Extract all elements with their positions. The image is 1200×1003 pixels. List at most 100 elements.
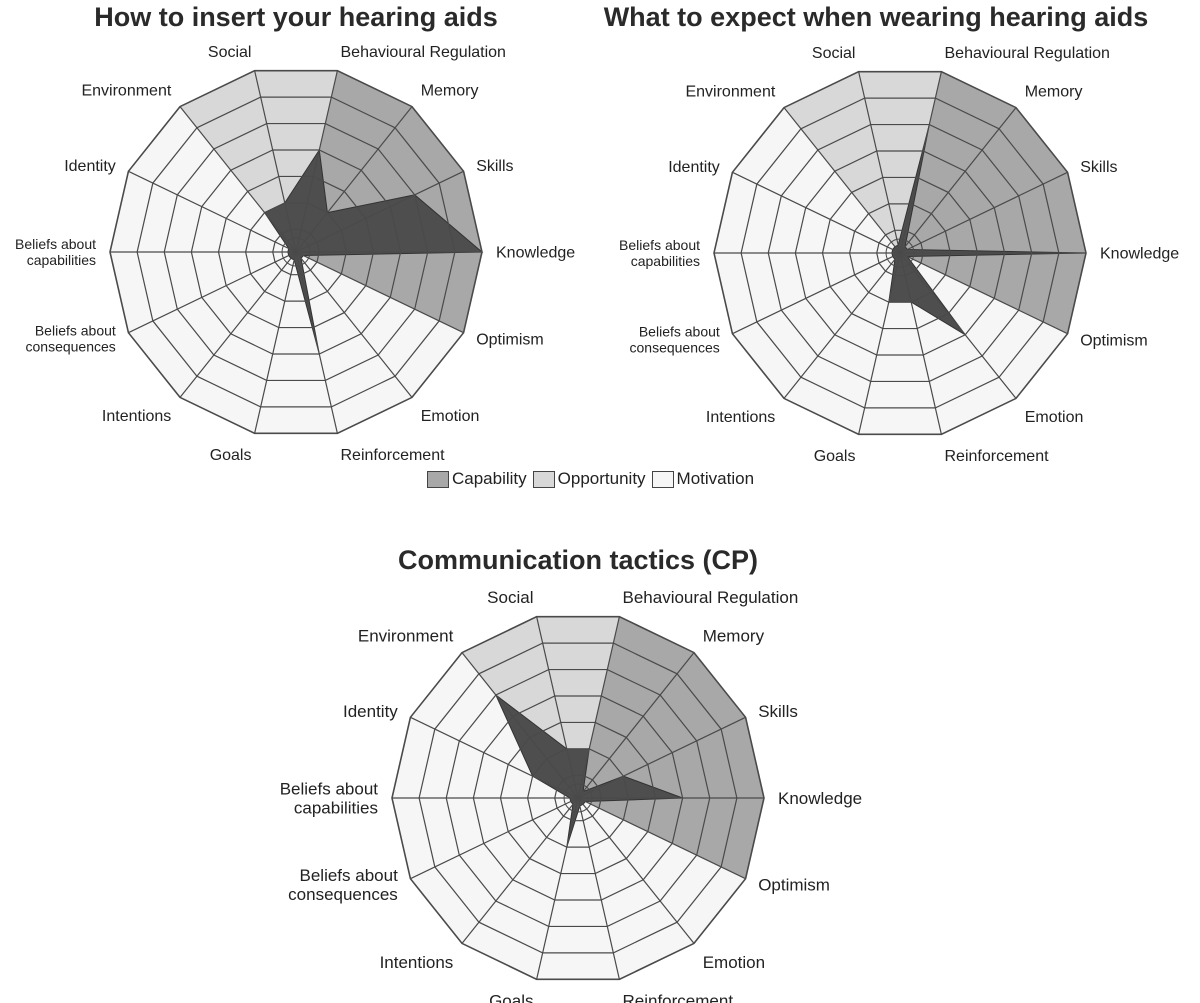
legend-item-opportunity: Opportunity: [532, 469, 646, 489]
grid-spoke: [858, 71, 901, 254]
legend-swatch-capability: [427, 470, 449, 488]
grid-spoke: [577, 797, 620, 980]
axis-label-emotion: Emotion: [703, 953, 765, 972]
grid-spoke: [295, 251, 464, 334]
sector-motivation: [296, 252, 464, 398]
grid-spoke: [536, 797, 579, 980]
axis-label-skills: Skills: [758, 702, 798, 721]
sector-capability: [296, 252, 482, 333]
grid-spoke: [899, 252, 1068, 335]
sector-capability: [900, 107, 1068, 253]
grid-spoke: [254, 70, 297, 253]
grid-spoke: [410, 716, 579, 799]
axis-label-goals: Goals: [489, 992, 533, 1003]
axis-label-reinforcement: Reinforcement: [623, 992, 734, 1003]
sector-capability: [578, 652, 746, 798]
axis-label-goals: Goals: [210, 447, 252, 464]
chart-title-communication-tactics: Communication tactics (CP): [397, 545, 759, 575]
grid-spoke: [254, 251, 297, 434]
sector-capability: [900, 172, 1086, 253]
sector-motivation: [296, 252, 412, 434]
grid-spoke: [461, 797, 579, 944]
axis-label-identity: Identity: [343, 702, 398, 721]
legend-item-motivation: Motivation: [651, 469, 755, 489]
grid-spoke: [179, 251, 297, 398]
chart-title-insert-hearing-aids: How to insert your hearing aids: [94, 2, 498, 32]
sector-capability: [578, 798, 764, 879]
axis-label-intentions: Intentions: [706, 409, 775, 426]
sector-opportunity: [180, 70, 296, 252]
sector-motivation: [410, 798, 578, 944]
axis-label-behavioural-regulation: Behavioural Regulation: [341, 44, 506, 61]
axis-label-social: Social: [487, 588, 533, 607]
sector-motivation: [714, 172, 900, 253]
legend-label-capability: Capability: [452, 469, 527, 488]
sector-capability: [578, 616, 694, 798]
axis-label-optimism: Optimism: [1080, 332, 1148, 349]
legend-label-motivation: Motivation: [676, 469, 755, 488]
sector-opportunity: [858, 71, 942, 253]
axis-label-beliefs-about-capabilities: Beliefs about capabilities: [619, 237, 700, 269]
sector-opportunity: [784, 71, 900, 253]
axis-label-environment: Environment: [358, 627, 454, 646]
sector-motivation: [858, 253, 942, 435]
grid-spoke: [128, 251, 297, 334]
grid-spoke: [899, 252, 1017, 399]
axis-label-emotion: Emotion: [421, 408, 480, 425]
legend-label-opportunity: Opportunity: [557, 469, 646, 488]
grid-spoke: [295, 70, 338, 253]
axis-label-intentions: Intentions: [102, 408, 171, 425]
grid-spoke: [732, 252, 901, 335]
axis-label-emotion: Emotion: [1025, 409, 1084, 426]
grid-spoke: [899, 171, 1068, 254]
axis-label-social: Social: [208, 44, 252, 61]
grid-spoke: [783, 107, 901, 254]
axis-label-memory: Memory: [421, 83, 479, 100]
sector-motivation: [128, 106, 296, 252]
axis-label-reinforcement: Reinforcement: [341, 447, 446, 464]
grid-spoke: [899, 71, 942, 254]
sector-motivation: [254, 252, 338, 434]
sector-capability: [900, 71, 1016, 253]
sector-motivation: [900, 253, 1068, 399]
axis-label-optimism: Optimism: [758, 876, 830, 895]
grid-spoke: [295, 251, 338, 434]
grid-spoke: [128, 170, 297, 253]
axis-label-beliefs-about-capabilities: Beliefs about capabilities: [15, 236, 96, 268]
grid-spoke: [577, 716, 746, 799]
grid-spoke: [577, 616, 620, 799]
axis-label-skills: Skills: [1080, 159, 1117, 176]
legend-item-capability: Capability: [427, 469, 527, 489]
axis-label-memory: Memory: [703, 627, 765, 646]
sector-motivation: [578, 798, 746, 944]
sector-motivation: [392, 717, 578, 798]
sector-motivation: [462, 798, 578, 980]
grid-spoke: [899, 107, 1017, 254]
sector-capability: [900, 253, 1086, 334]
grid-spoke: [410, 797, 579, 880]
sector-motivation: [110, 252, 296, 333]
sector-motivation: [128, 252, 296, 398]
grid-spoke: [783, 252, 901, 399]
axis-label-identity: Identity: [668, 159, 720, 176]
axis-label-knowledge: Knowledge: [1100, 246, 1179, 263]
grid-spoke: [295, 106, 413, 253]
axis-label-intentions: Intentions: [380, 953, 454, 972]
axis-label-knowledge: Knowledge: [778, 789, 862, 808]
axis-label-beliefs-about-capabilities: Beliefs about capabilities: [280, 779, 379, 817]
chart-legend: Capability Opportunity Motivation: [427, 469, 754, 489]
grid-spoke: [732, 171, 901, 254]
sector-motivation: [392, 798, 578, 879]
axis-label-skills: Skills: [476, 158, 513, 175]
sector-motivation: [732, 253, 900, 399]
sector-motivation: [578, 798, 694, 980]
grid-spoke: [858, 252, 901, 435]
legend-swatch-motivation: [651, 470, 674, 488]
axis-label-goals: Goals: [814, 448, 856, 465]
axis-label-optimism: Optimism: [476, 331, 544, 348]
axis-label-knowledge: Knowledge: [496, 245, 575, 262]
sector-motivation: [732, 107, 900, 253]
axis-label-beliefs-about-consequences: Beliefs about consequences: [288, 866, 398, 904]
